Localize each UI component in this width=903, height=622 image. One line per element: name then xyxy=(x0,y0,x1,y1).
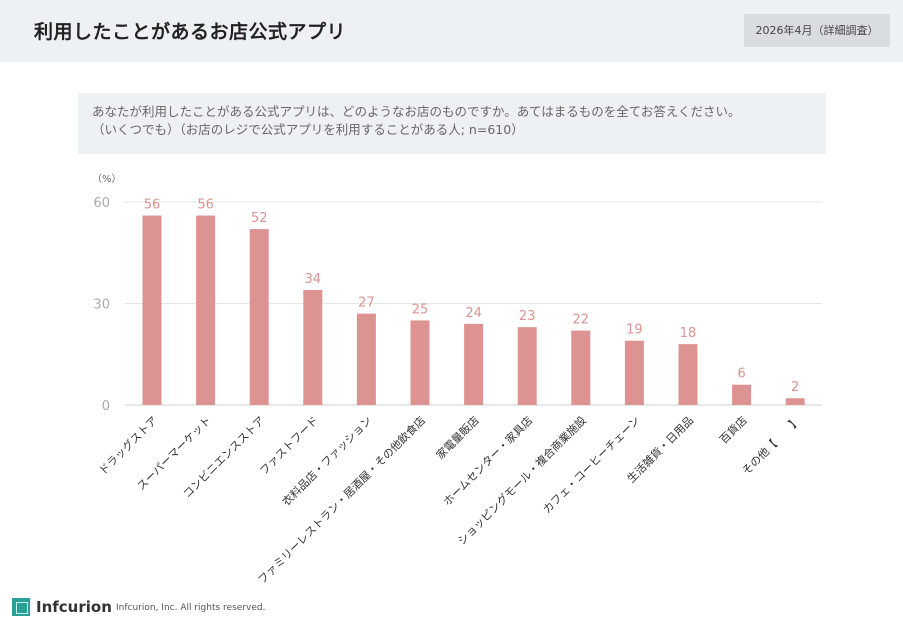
header-bar: 利用したことがあるお店公式アプリ 2026年4月（詳細調査） xyxy=(0,0,903,62)
bar xyxy=(196,215,216,405)
y-tick-label: 30 xyxy=(93,298,110,313)
copyright-text: Infcurion, Inc. All rights reserved. xyxy=(116,603,266,613)
bar-value-label: 6 xyxy=(737,367,745,382)
bar-value-label: 22 xyxy=(573,313,590,328)
y-tick-label: 60 xyxy=(93,196,110,211)
question-line-2: （いくつでも）（お店のレジで公式アプリを利用することがある人; n=610） xyxy=(92,122,524,137)
category-label: カフェ・コーヒーチェーン xyxy=(540,414,642,516)
bar xyxy=(464,323,484,405)
date-badge: 2026年4月（詳細調査） xyxy=(744,14,890,47)
bar-value-label: 19 xyxy=(626,323,643,338)
category-label: 百貨店 xyxy=(716,413,749,446)
category-label: ホームセンター・家具店 xyxy=(440,413,535,508)
bar-value-label: 34 xyxy=(305,272,322,287)
logo-mark-icon xyxy=(12,598,30,616)
bar xyxy=(732,384,752,405)
bar xyxy=(356,313,376,405)
bar xyxy=(571,330,591,405)
bar xyxy=(624,340,644,405)
question-box: あなたが利用したことがある公式アプリは、どのようなお店のものですか。あてはまるも… xyxy=(78,93,826,154)
page-title: 利用したことがあるお店公式アプリ xyxy=(34,21,347,43)
footer-logo: Infcurion xyxy=(12,598,112,616)
y-axis-unit-label: （%） xyxy=(92,173,122,185)
bar xyxy=(303,289,323,405)
question-line-1: あなたが利用したことがある公式アプリは、どのようなお店のものですか。あてはまるも… xyxy=(92,104,741,119)
y-tick-label: 0 xyxy=(102,399,110,414)
bar-value-label: 56 xyxy=(197,198,214,213)
bar-value-label: 27 xyxy=(358,296,375,311)
bar xyxy=(678,344,698,405)
bar-value-label: 18 xyxy=(680,326,697,341)
category-label: 衣料品店・ファッション xyxy=(279,413,374,508)
bar-value-label: 2 xyxy=(791,380,799,395)
bar-value-label: 25 xyxy=(412,302,429,317)
bar-value-label: 56 xyxy=(144,198,161,213)
bar-value-label: 52 xyxy=(251,211,268,226)
bar xyxy=(142,215,162,405)
bar xyxy=(785,398,805,405)
bar-value-label: 23 xyxy=(519,309,536,324)
bar xyxy=(249,229,269,405)
bar xyxy=(410,320,430,405)
bar xyxy=(517,327,537,405)
logo-text: Infcurion xyxy=(36,598,112,616)
bar-value-label: 24 xyxy=(465,306,482,321)
category-label: 家電量販店 xyxy=(433,413,482,462)
